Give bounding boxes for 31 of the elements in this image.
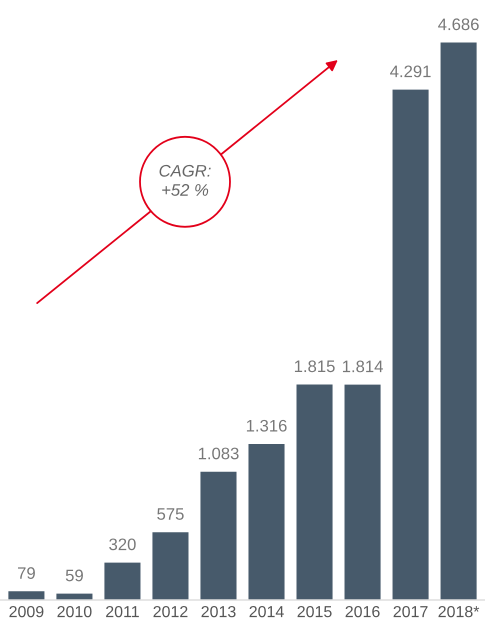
x-tick-label: 2009 — [9, 606, 44, 618]
x-tick-label: 2010 — [57, 606, 92, 618]
data-label: 59 — [66, 570, 83, 582]
x-tick-label: 2011 — [106, 606, 139, 618]
x-tick-label: 2014 — [250, 606, 284, 618]
data-label: 575 — [157, 508, 184, 520]
bar — [343, 383, 382, 600]
x-tick-label: 2016 — [346, 606, 380, 618]
data-label: 1.083 — [198, 448, 239, 460]
x-tick-label: 2018* — [438, 606, 480, 618]
data-label: 4.686 — [438, 18, 479, 30]
x-tick-label: 2015 — [298, 606, 332, 618]
bar — [439, 41, 478, 600]
bar — [55, 592, 94, 600]
annotation: CAGR: +52 % — [160, 164, 211, 196]
bar — [103, 561, 142, 600]
bar — [6, 590, 46, 600]
data-label: 79 — [18, 567, 35, 579]
data-label: 1.814 — [342, 360, 383, 372]
x-tick-label: 2012 — [154, 606, 188, 618]
data-label: 4.291 — [390, 65, 431, 78]
x-tick-label: 2013 — [202, 606, 236, 618]
bar — [247, 442, 286, 600]
bar — [151, 530, 190, 600]
x-tick-label: 2017 — [394, 606, 428, 618]
data-label: 320 — [109, 538, 136, 550]
data-label: 1.815 — [294, 360, 335, 372]
bar — [199, 470, 238, 600]
bar — [391, 88, 430, 600]
bar — [295, 383, 334, 600]
data-label: 1.316 — [246, 420, 287, 432]
